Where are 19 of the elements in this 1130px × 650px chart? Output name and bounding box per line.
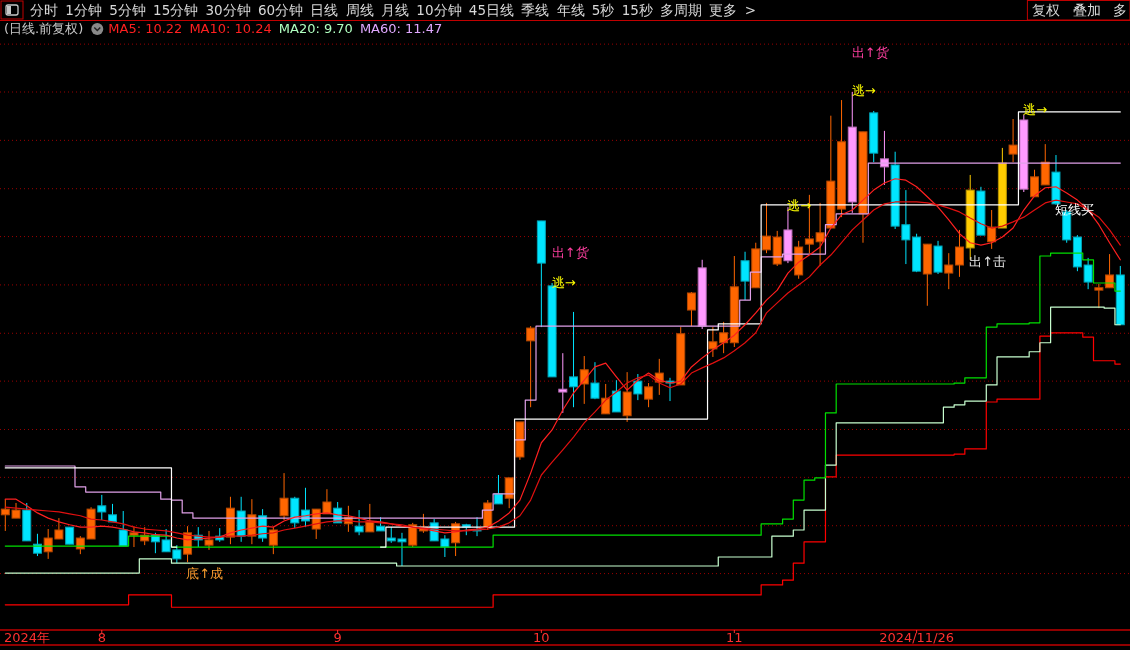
- x-tick-label: 9: [333, 630, 342, 645]
- text: 分时 1分钟 5分钟 15分钟 30分钟 60分钟 日线 周线 月线 10分钟 45日线 季线 年线 5秒 15秒 多周期 更多 >: [30, 2, 757, 18]
- annotation: 出↑击: [969, 253, 1007, 269]
- text: 复权 叠加 多: [1032, 2, 1127, 18]
- text: 出↑货: [851, 44, 889, 60]
- annotation: 逃→: [551, 275, 576, 291]
- text: MA10: 10.24: [189, 21, 272, 36]
- text: MA60: 11.47: [359, 21, 443, 36]
- x-tick-label: 8: [97, 630, 106, 645]
- x-tick-label: 10: [533, 630, 550, 645]
- x-tick-label: 11: [726, 630, 743, 645]
- text: MA20: 9.70: [278, 21, 353, 36]
- annotation: 逃→: [851, 82, 876, 98]
- text: MA5: 10.22: [108, 21, 183, 36]
- x-axis-title: 2024年: [4, 630, 51, 645]
- annotation: 底↑成: [186, 565, 224, 581]
- x-tick-label: 2024/11/26: [879, 630, 955, 645]
- chart-title: (日线.前复权): [4, 21, 84, 36]
- annotation: 出↑货: [551, 245, 589, 261]
